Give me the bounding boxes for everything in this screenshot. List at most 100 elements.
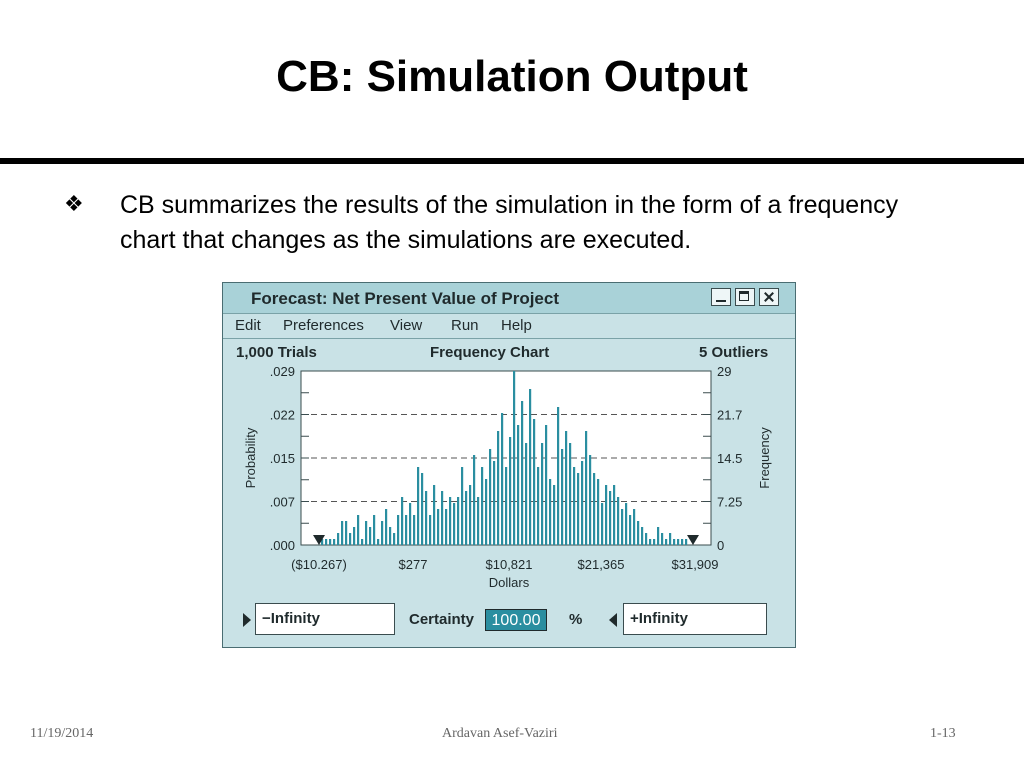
histogram-bar [577,473,580,545]
menu-run[interactable]: Run [451,317,479,334]
histogram-bar [333,539,336,545]
diamond-bullet-icon: ❖ [64,192,84,217]
histogram-bar [397,515,400,545]
histogram-bar [337,533,340,545]
histogram-bar [505,467,508,545]
histogram-bar [521,401,524,545]
slide-title: CB: Simulation Output [276,52,748,101]
close-icon[interactable] [759,288,779,306]
menu-edit[interactable]: Edit [235,317,261,334]
menu-help[interactable]: Help [501,317,532,334]
histogram-bar [401,497,404,545]
histogram-bar [425,491,428,545]
menu-bar: Edit Preferences View Run Help [223,314,795,339]
histogram-bar [381,521,384,545]
y-tick-label-right: 7.25 [717,495,742,510]
histogram-bar [545,425,548,545]
histogram-bar [573,467,576,545]
histogram-bar [489,449,492,545]
window-titlebar[interactable]: Forecast: Net Present Value of Project [223,283,795,314]
maximize-icon[interactable] [735,288,755,306]
percent-label: % [569,611,583,628]
histogram-bar [585,431,588,545]
histogram-bar [561,449,564,545]
histogram-bar [329,539,332,545]
histogram-bar [669,533,672,545]
footer-date: 11/19/2014 [30,726,94,741]
frequency-chart: .000 .007 .015 .022 .029 0 7.25 14.5 21.7 29 ($10.… [243,364,772,590]
y-tick-label-right: 0 [717,538,724,553]
window-title: Forecast: Net Present Value of Project [251,289,559,308]
histogram-bar [613,485,616,545]
histogram-bar [341,521,344,545]
x-axis-label: Dollars [489,575,530,590]
y-tick-label-right: 21.7 [717,408,742,423]
histogram-bar [481,467,484,545]
histogram-bar [385,509,388,545]
histogram-bar [445,509,448,545]
x-tick-label: ($10.267) [291,557,347,572]
certainty-input[interactable]: 100.00 [485,609,547,631]
histogram-bar [629,515,632,545]
histogram-bar [365,521,368,545]
histogram-bar [373,515,376,545]
x-tick-label: $31,909 [672,557,719,572]
histogram-bar [457,497,460,545]
histogram-bar [525,443,528,545]
histogram-bar [405,515,408,545]
histogram-bar [677,539,680,545]
lower-bound-arrow-icon[interactable] [243,613,251,627]
upper-bound-field[interactable]: +Infinity [623,603,767,635]
histogram-bar [409,503,412,545]
histogram-bar [617,497,620,545]
histogram-bar [605,485,608,545]
y-tick-label-left: .029 [270,364,295,379]
histogram-bar [321,539,324,545]
menu-view[interactable]: View [390,317,423,334]
histogram-bar [461,467,464,545]
histogram-bar [429,515,432,545]
menu-preferences[interactable]: Preferences [283,317,364,334]
histogram-bar [433,485,436,545]
histogram-bar [501,413,504,545]
lower-bound-field[interactable]: −Infinity [255,603,395,635]
histogram-bar [549,479,552,545]
histogram-bar [473,455,476,545]
x-tick-label: $277 [399,557,428,572]
histogram-bar [581,461,584,545]
histogram-bar [665,539,668,545]
histogram-bar [357,515,360,545]
x-tick-label: $21,365 [578,557,625,572]
upper-bound-arrow-icon[interactable] [609,613,617,627]
histogram-bar [661,533,664,545]
histogram-bar [417,467,420,545]
y-tick-label-right: 14.5 [717,451,742,466]
histogram-bar [453,503,456,545]
histogram-bar [513,371,516,545]
y-tick-label-right: 29 [717,364,731,379]
footer-page: 1-13 [930,726,956,741]
histogram-bar [353,527,356,545]
x-tick-label: $10,821 [486,557,533,572]
footer-author: Ardavan Asef-Vaziri [442,726,558,741]
histogram-bar [529,389,532,545]
histogram-bar [497,431,500,545]
y-tick-label-left: .022 [270,408,295,423]
y-tick-label-left: .015 [270,451,295,466]
bullet-text: CB summarizes the results of the simulat… [120,191,899,254]
y-tick-label-left: .000 [270,538,295,553]
histogram-bar [537,467,540,545]
histogram-bar [361,539,364,545]
histogram-bar [589,455,592,545]
histogram-bar [469,485,472,545]
histogram-bar [609,491,612,545]
histogram-bar [557,407,560,545]
histogram-bar [509,437,512,545]
histogram-bar [645,533,648,545]
histogram-bar [421,473,424,545]
right-grabber-icon [687,535,699,545]
minimize-icon[interactable] [711,288,731,306]
histogram-bar [325,539,328,545]
histogram-bar [541,443,544,545]
histogram-bar [601,503,604,545]
